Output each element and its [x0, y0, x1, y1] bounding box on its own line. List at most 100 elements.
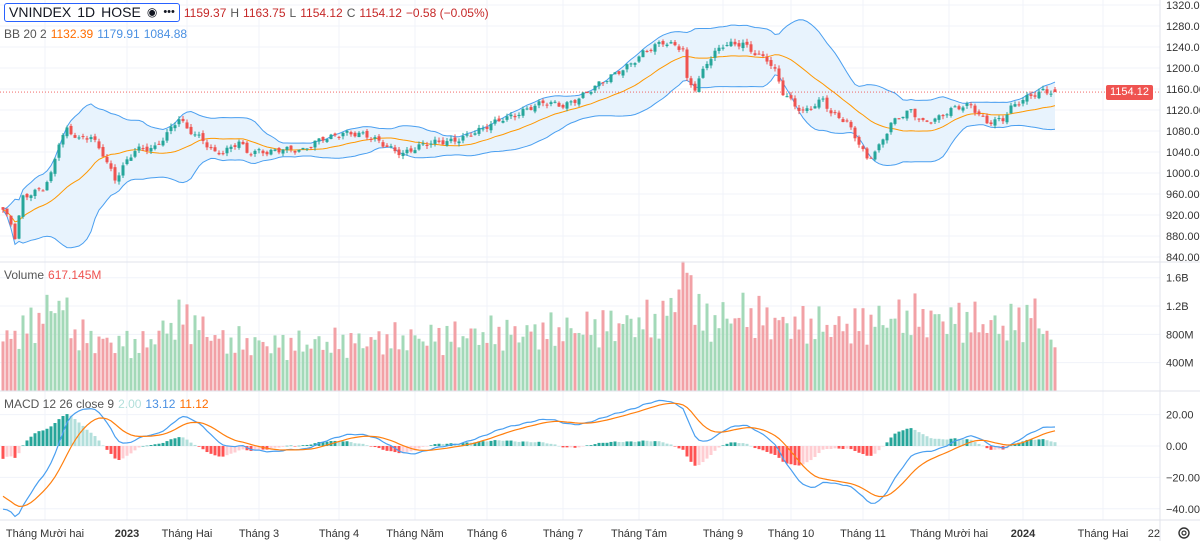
- volume-bar: [457, 347, 461, 391]
- candle-body: [297, 149, 301, 152]
- settings-gear-icon[interactable]: [1178, 527, 1190, 539]
- candle-body: [285, 146, 289, 150]
- macd-histogram-bar: [429, 445, 433, 446]
- candle-body: [793, 98, 797, 107]
- volume-bar: [129, 358, 133, 391]
- candle-body: [249, 154, 253, 156]
- macd-histogram-bar: [829, 446, 833, 449]
- candle-body: [1037, 91, 1041, 99]
- volume-bar: [325, 341, 329, 391]
- time-tick-label: Tháng Năm: [386, 528, 443, 540]
- candle-body: [57, 144, 61, 158]
- macd-histogram-bar: [313, 443, 317, 446]
- candle-body: [449, 138, 453, 142]
- macd-histogram-bar: [873, 446, 877, 454]
- macd-histogram-bar: [393, 446, 397, 453]
- candle-body: [561, 104, 565, 108]
- candle-body: [621, 70, 625, 76]
- volume-bar: [485, 342, 489, 391]
- candle-body: [649, 49, 653, 51]
- candle-body: [613, 72, 617, 75]
- macd-histogram-bar: [189, 442, 193, 446]
- volume-bar: [841, 331, 845, 391]
- volume-bar: [753, 337, 757, 391]
- candle-body: [313, 140, 317, 148]
- macd-histogram-bar: [473, 442, 477, 446]
- symbol-box[interactable]: VNINDEX 1D HOSE ◉ •••: [4, 3, 180, 22]
- volume-bar: [501, 350, 505, 391]
- macd-histogram-bar: [785, 446, 789, 464]
- macd-histogram-bar: [505, 440, 509, 446]
- macd-histogram-bar: [369, 446, 373, 447]
- macd-histogram-bar: [1009, 445, 1013, 447]
- macd-histogram-bar: [301, 445, 305, 446]
- macd-histogram-bar: [497, 440, 501, 446]
- macd-histogram-bar: [861, 446, 865, 455]
- volume-bar: [253, 337, 257, 391]
- macd-histogram-bar: [961, 439, 965, 446]
- more-icon[interactable]: •••: [163, 6, 175, 18]
- candle-body: [253, 150, 257, 155]
- macd-pane: [1, 399, 1057, 518]
- candle-body: [9, 215, 13, 225]
- volume-bar: [321, 349, 325, 391]
- candle-body: [61, 134, 65, 145]
- candle-body: [873, 151, 877, 160]
- macd-histogram-bar: [953, 438, 957, 446]
- macd-histogram-bar: [381, 446, 385, 450]
- volume-bar: [305, 344, 309, 391]
- volume-bar: [1025, 304, 1029, 391]
- macd-histogram-bar: [457, 443, 461, 446]
- macd-histogram-bar: [433, 444, 437, 446]
- candle-body: [581, 92, 585, 98]
- price-tick-label: 1080.00: [1166, 126, 1200, 138]
- candle-body: [109, 163, 113, 169]
- macd-histogram-bar: [725, 443, 729, 446]
- volume-bar: [225, 353, 229, 391]
- volume-bar: [13, 330, 17, 391]
- candle-body: [93, 136, 97, 140]
- macd-histogram-bar: [69, 415, 73, 446]
- macd-histogram-bar: [965, 439, 969, 446]
- macd-histogram-bar: [917, 432, 921, 446]
- macd-histogram-bar: [545, 443, 549, 446]
- candle-body: [657, 41, 661, 44]
- candle-body: [485, 126, 489, 129]
- candle-body: [641, 50, 645, 58]
- macd-histogram-bar: [157, 443, 161, 446]
- macd-histogram-bar: [129, 446, 133, 454]
- candle-body: [745, 41, 749, 45]
- macd-histogram-bar: [57, 419, 61, 446]
- eye-icon[interactable]: ◉: [146, 5, 158, 19]
- macd-histogram-bar: [185, 439, 189, 446]
- candle-body: [677, 46, 681, 50]
- candle-body: [741, 42, 745, 49]
- macd-histogram-bar: [193, 444, 197, 446]
- candle-body: [213, 147, 217, 152]
- candle-body: [89, 137, 93, 140]
- volume-bar: [1049, 339, 1053, 391]
- candle-body: [909, 109, 913, 111]
- volume-bar: [17, 348, 21, 391]
- candle-body: [145, 146, 149, 151]
- candle-body: [389, 146, 393, 148]
- volume-bar: [657, 338, 661, 391]
- volume-bar: [149, 339, 153, 391]
- macd-histogram-bar: [657, 441, 661, 446]
- bb-name[interactable]: BB 20 2: [4, 27, 47, 41]
- volume-bar: [1, 341, 5, 391]
- volume-name[interactable]: Volume: [4, 268, 45, 282]
- macd-histogram-bar: [273, 446, 277, 448]
- candle-body: [997, 118, 1001, 120]
- candle-body: [333, 133, 337, 136]
- macd-histogram-bar: [981, 445, 985, 447]
- volume-bar: [737, 317, 741, 391]
- macd-histogram-bar: [213, 446, 217, 456]
- macd-histogram-bar: [733, 442, 737, 446]
- candle-body: [273, 149, 277, 151]
- close-value: 1154.12: [359, 5, 402, 20]
- candle-body: [65, 127, 69, 137]
- macd-name[interactable]: MACD 12 26 close 9: [4, 397, 115, 411]
- time-tick-label: Tháng Mười hai: [910, 528, 988, 540]
